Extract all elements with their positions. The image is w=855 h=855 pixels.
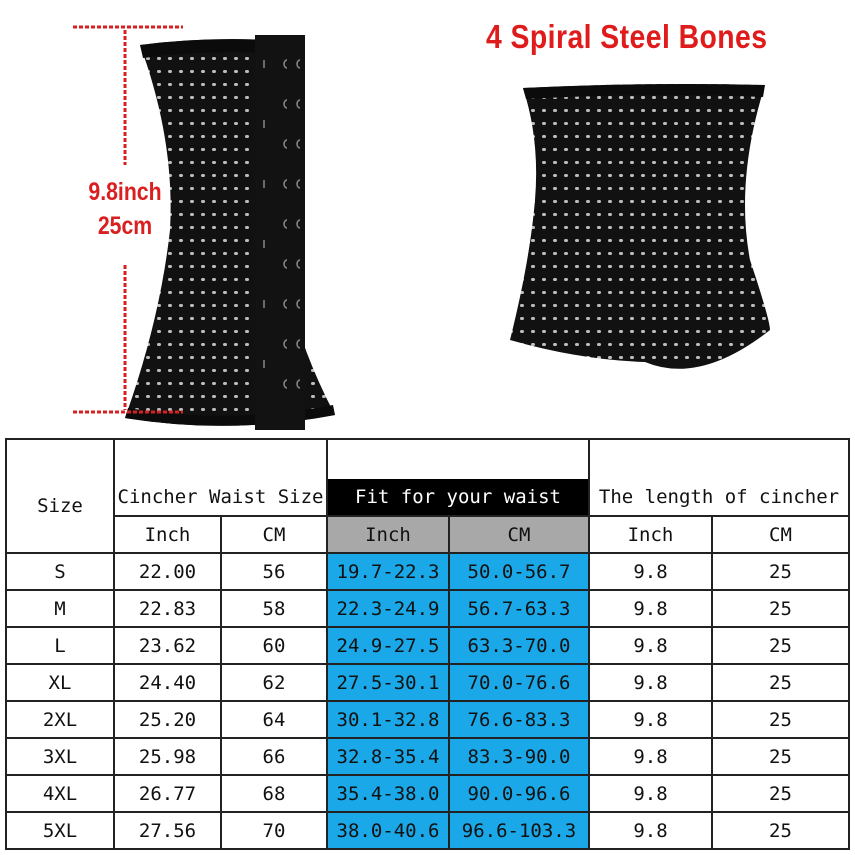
table-cell: 38.0-40.6 (326, 811, 450, 850)
table-cell: 25.98 (113, 737, 222, 776)
table-cell: 25 (711, 663, 850, 702)
table-cell: 90.0-96.6 (448, 774, 590, 813)
table-cell: 64 (220, 700, 328, 739)
table-cell: 32.8-35.4 (326, 737, 450, 776)
subheader-cell: Inch (588, 515, 713, 554)
table-cell: 68 (220, 774, 328, 813)
table-cell: 9.8 (588, 811, 713, 850)
table-cell: 9.8 (588, 737, 713, 776)
table-row: 2XL 25.20 64 30.1-32.8 76.6-83.3 9.8 25 (5, 700, 850, 739)
dimension-marker (73, 25, 183, 414)
table-row: 3XL 25.98 66 32.8-35.4 83.3-90.0 9.8 25 (5, 737, 850, 776)
table-cell: 35.4-38.0 (326, 774, 450, 813)
table-cell: 22.00 (113, 552, 222, 591)
table-row: 4XL 26.77 68 35.4-38.0 90.0-96.6 9.8 25 (5, 774, 850, 813)
table-cell: M (5, 589, 115, 628)
subheader-cell: Inch (113, 515, 222, 554)
subheader-cell: CM (220, 515, 328, 554)
front-corset-image (125, 35, 335, 430)
subheader-cell: Inch (326, 515, 450, 554)
header-size: Size (5, 438, 115, 554)
table-cell: 70 (220, 811, 328, 850)
table-cell: 25.20 (113, 700, 222, 739)
header-fit-waist: Fit for your waist (326, 438, 590, 517)
table-cell: 22.3-24.9 (326, 589, 450, 628)
table-cell: 23.62 (113, 626, 222, 665)
table-cell: 9.8 (588, 552, 713, 591)
table-row: XL 24.40 62 27.5-30.1 70.0-76.6 9.8 25 (5, 663, 850, 702)
table-cell: 4XL (5, 774, 115, 813)
table-row: 5XL 27.56 70 38.0-40.6 96.6-103.3 9.8 25 (5, 811, 850, 850)
table-cell: 25 (711, 700, 850, 739)
table-cell: 60 (220, 626, 328, 665)
table-row: S 22.00 56 19.7-22.3 50.0-56.7 9.8 25 (5, 552, 850, 591)
table-cell: 70.0-76.6 (448, 663, 590, 702)
table-cell: 56.7-63.3 (448, 589, 590, 628)
table-cell: 27.5-30.1 (326, 663, 450, 702)
table-cell: 26.77 (113, 774, 222, 813)
length-inch-label: 9.8inch (88, 178, 162, 206)
table-cell: 25 (711, 589, 850, 628)
table-cell: 96.6-103.3 (448, 811, 590, 850)
table-cell: 9.8 (588, 774, 713, 813)
table-cell: 25 (711, 552, 850, 591)
feature-title: 4 Spiral Steel Bones (486, 18, 768, 55)
table-cell: 9.8 (588, 626, 713, 665)
subheader-cell: CM (448, 515, 590, 554)
table-cell: 19.7-22.3 (326, 552, 450, 591)
table-cell: 83.3-90.0 (448, 737, 590, 776)
table-cell: 25 (711, 774, 850, 813)
header-length: The length of cincher (588, 438, 850, 517)
table-cell: XL (5, 663, 115, 702)
table-cell: 25 (711, 811, 850, 850)
table-cell: 3XL (5, 737, 115, 776)
table-cell: 27.56 (113, 811, 222, 850)
subheader-cell: CM (711, 515, 850, 554)
product-photo (73, 25, 770, 430)
table-cell: 5XL (5, 811, 115, 850)
table-cell: 9.8 (588, 663, 713, 702)
table-cell: 76.6-83.3 (448, 700, 590, 739)
table-cell: 56 (220, 552, 328, 591)
table-cell: S (5, 552, 115, 591)
table-cell: 66 (220, 737, 328, 776)
table-cell: 25 (711, 626, 850, 665)
table-cell: 24.9-27.5 (326, 626, 450, 665)
table-cell: 24.40 (113, 663, 222, 702)
header-cincher-waist: Cincher Waist Size (113, 438, 328, 517)
table-row: M 22.83 58 22.3-24.9 56.7-63.3 9.8 25 (5, 589, 850, 628)
table-cell: 30.1-32.8 (326, 700, 450, 739)
table-row: L 23.62 60 24.9-27.5 63.3-70.0 9.8 25 (5, 626, 850, 665)
table-cell: 22.83 (113, 589, 222, 628)
table-cell: 62 (220, 663, 328, 702)
back-corset-image (510, 84, 770, 369)
length-cm-label: 25cm (97, 212, 153, 240)
table-cell: 63.3-70.0 (448, 626, 590, 665)
table-cell: 9.8 (588, 589, 713, 628)
table-cell: 50.0-56.7 (448, 552, 590, 591)
table-cell: L (5, 626, 115, 665)
size-chart-table: Size Cincher Waist Size Fit for your wai… (5, 438, 850, 850)
table-cell: 25 (711, 737, 850, 776)
table-cell: 9.8 (588, 700, 713, 739)
table-cell: 2XL (5, 700, 115, 739)
table-cell: 58 (220, 589, 328, 628)
